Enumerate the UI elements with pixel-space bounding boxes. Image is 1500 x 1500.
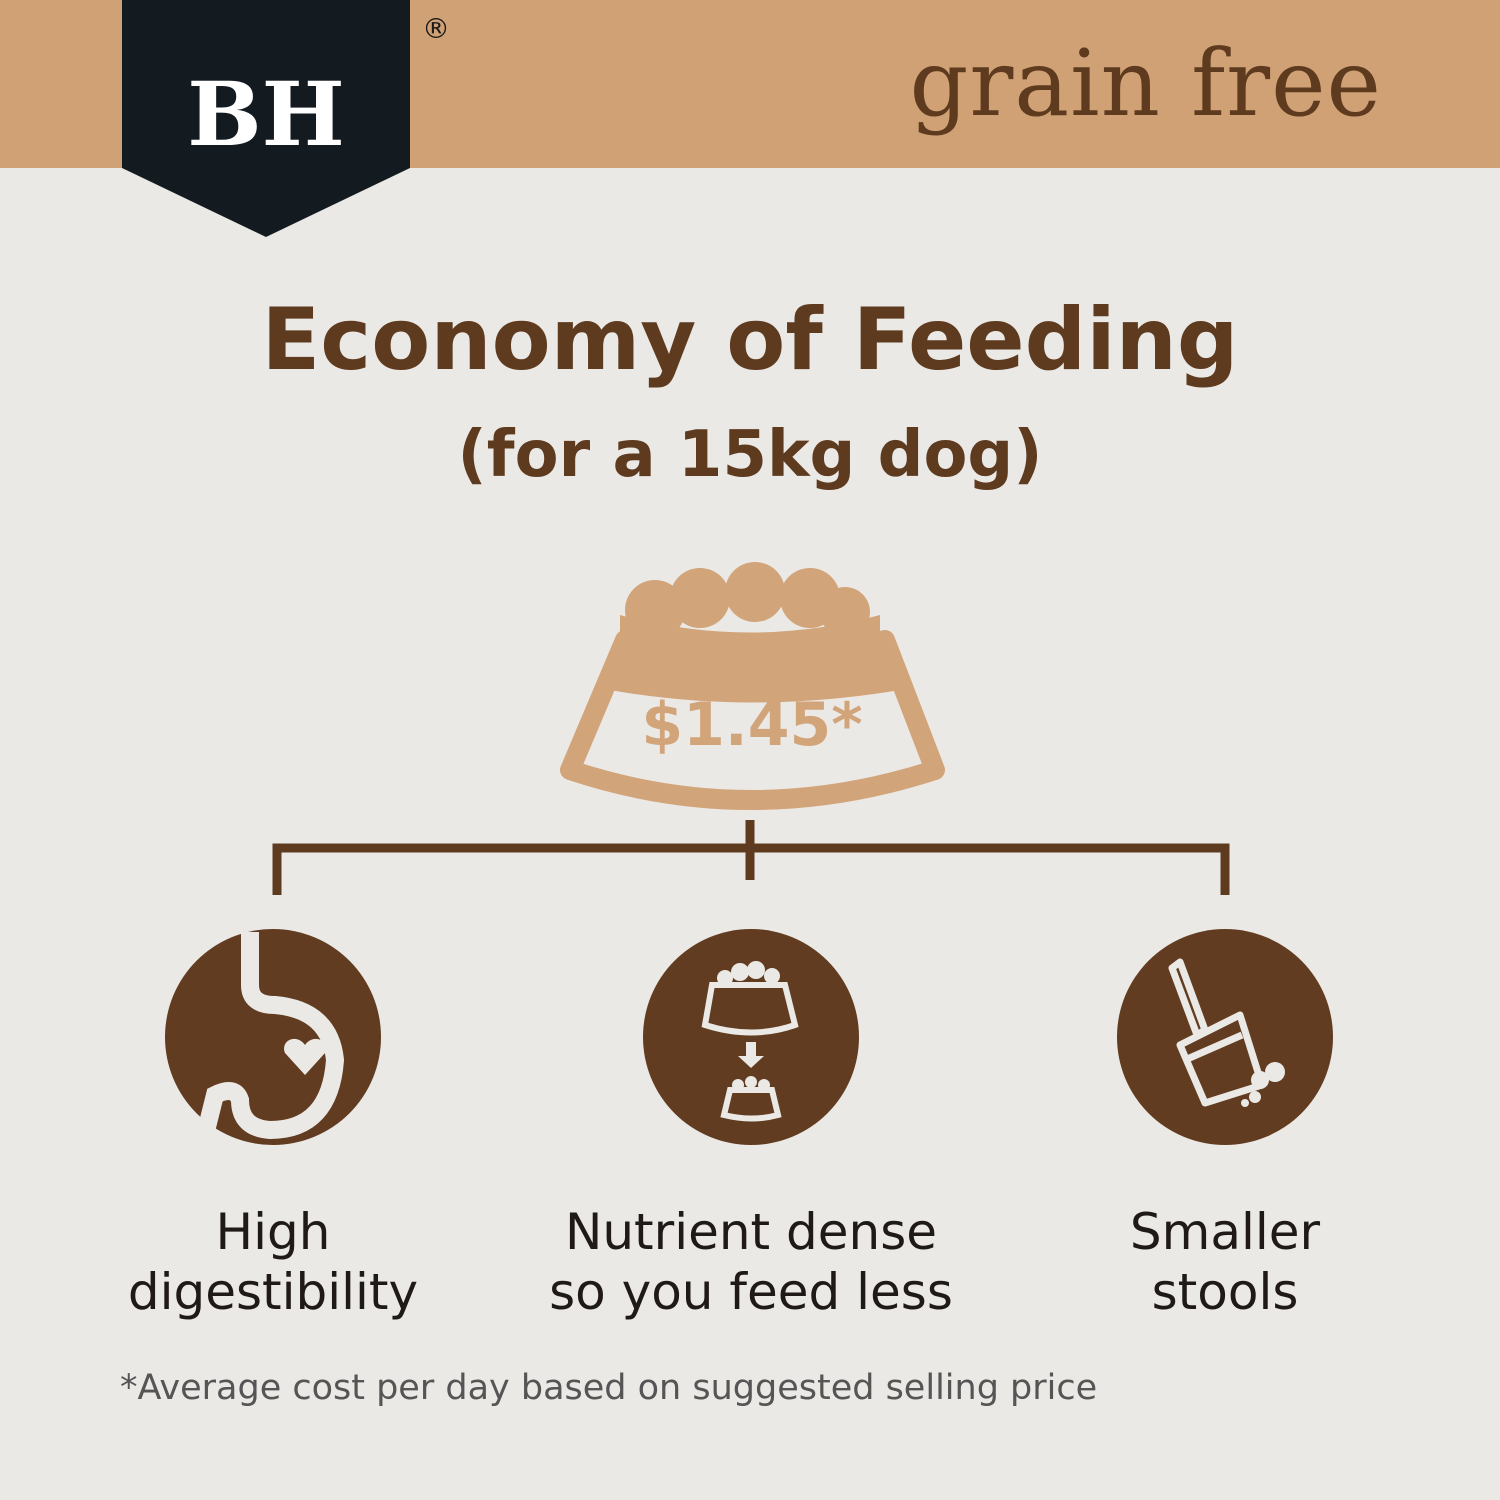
page-title: Economy of Feeding [261,290,1239,390]
benefit-label-digestibility: High digestibility [127,1203,419,1321]
registered-mark: ® [422,12,450,45]
benefit-label-nutrient-dense: Nutrient dense so you feed less [549,1203,953,1321]
bowl-reduce-icon [643,929,859,1145]
footnote: *Average cost per day based on suggested… [120,1368,1098,1408]
stomach-heart-icon [165,929,381,1145]
food-bowl-icon: $1.45* [560,562,945,810]
svg-text:BH: BH [187,62,345,166]
pooper-scooper-icon [1117,929,1333,1145]
brand-line: grain free [909,30,1382,137]
connector-lines [272,820,1230,895]
benefit-label-smaller-stools: Smaller stools [1129,1203,1321,1321]
price-text: $1.45* [641,690,862,760]
bh-logo: BH [122,0,410,237]
page-subtitle: (for a 15kg dog) [457,418,1043,492]
